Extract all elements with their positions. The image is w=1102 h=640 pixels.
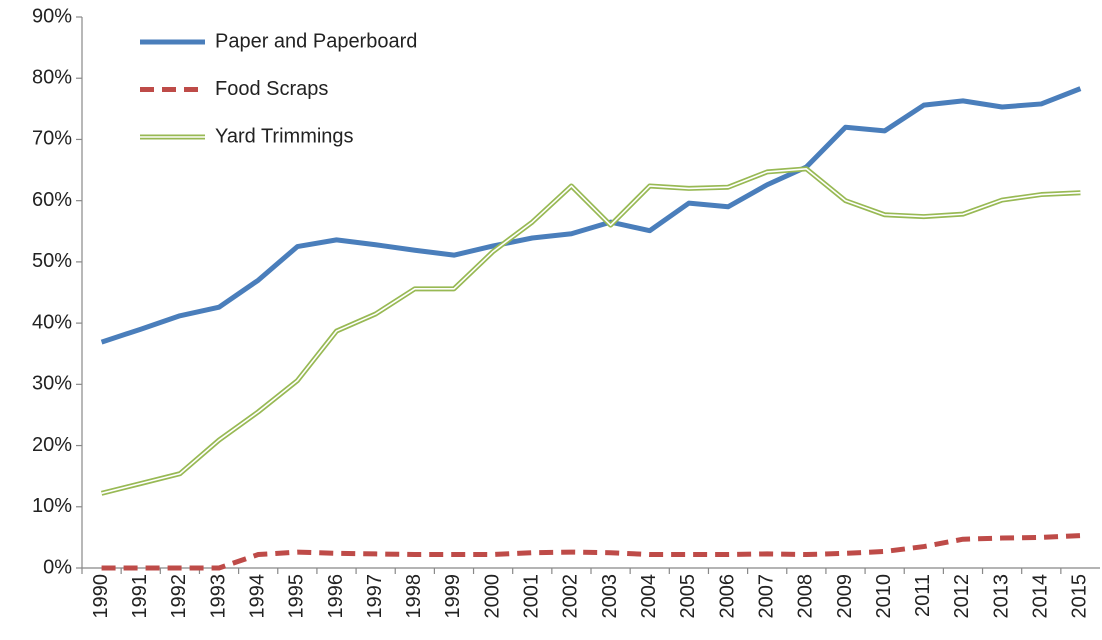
x-tick-label: 2000 xyxy=(481,574,503,619)
y-tick-label: 60% xyxy=(32,189,72,211)
legend-label: Yard Trimmings xyxy=(215,125,354,147)
x-tick-label: 1992 xyxy=(168,574,190,619)
x-tick-label: 1991 xyxy=(129,574,151,619)
x-tick-label: 2008 xyxy=(795,574,817,619)
y-tick-label: 80% xyxy=(32,67,72,89)
legend-label: Paper and Paperboard xyxy=(215,30,417,52)
y-tick-label: 50% xyxy=(32,250,72,272)
series-line xyxy=(100,166,1081,496)
x-tick-label: 1999 xyxy=(442,574,464,619)
x-tick-label: 1997 xyxy=(364,574,386,619)
y-tick-label: 30% xyxy=(32,373,72,395)
x-tick-label: 1993 xyxy=(207,574,229,619)
x-tick-label: 2002 xyxy=(560,574,582,619)
x-tick-label: 2015 xyxy=(1069,574,1091,619)
series-line xyxy=(100,86,1082,345)
x-tick-label: 2011 xyxy=(912,574,934,617)
y-tick-label: 20% xyxy=(32,434,72,456)
x-tick-label: 2006 xyxy=(716,574,738,619)
x-tick-label: 1994 xyxy=(246,574,268,619)
x-tick-label: 2004 xyxy=(638,574,660,619)
y-tick-label: 90% xyxy=(32,5,72,27)
legend-label: Food Scraps xyxy=(215,78,328,100)
x-tick-label: 1996 xyxy=(325,574,347,619)
series-line-inner xyxy=(101,168,1081,495)
y-tick-label: 40% xyxy=(32,311,72,333)
x-tick-label: 2010 xyxy=(873,574,895,619)
y-tick-label: 10% xyxy=(32,495,72,517)
x-tick-label: 1990 xyxy=(90,574,112,619)
y-tick-label: 70% xyxy=(32,128,72,150)
x-tick-label: 2007 xyxy=(755,574,777,619)
x-tick-label: 2013 xyxy=(990,574,1012,619)
x-tick-label: 2003 xyxy=(599,574,621,619)
x-tick-label: 2009 xyxy=(834,574,856,619)
x-tick-label: 2014 xyxy=(1030,574,1052,619)
x-tick-label: 2012 xyxy=(951,574,973,619)
x-tick-label: 2005 xyxy=(677,574,699,619)
y-tick-label: 0% xyxy=(43,556,72,578)
x-tick-label: 1998 xyxy=(403,574,425,619)
x-tick-label: 1995 xyxy=(286,574,308,619)
series-line xyxy=(101,533,1081,571)
x-tick-label: 2001 xyxy=(521,574,543,619)
